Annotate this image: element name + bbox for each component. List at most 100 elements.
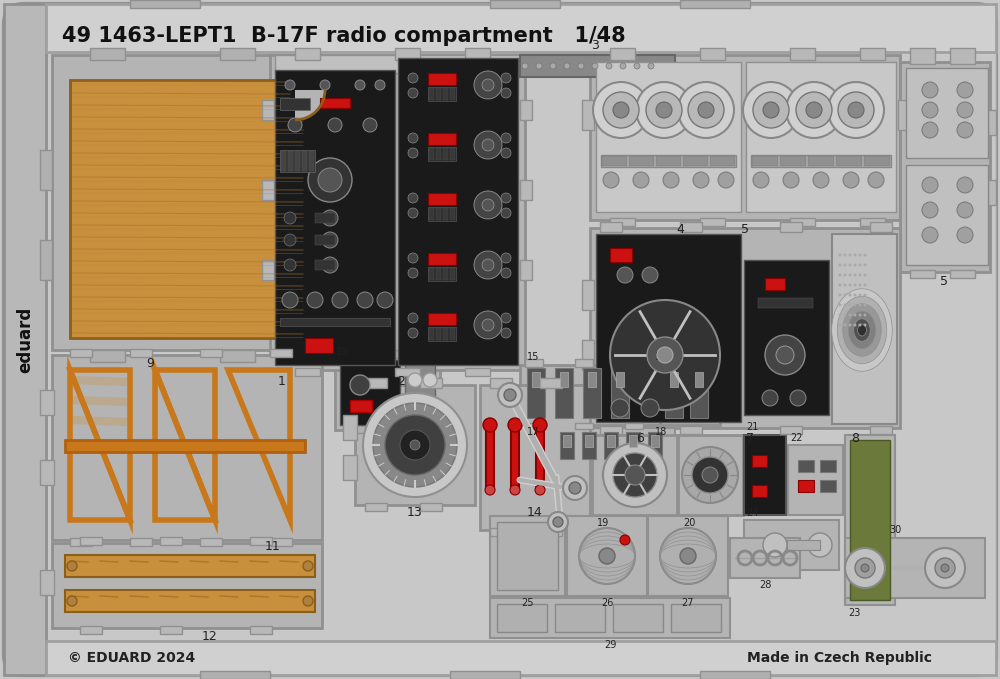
Text: 19: 19 <box>597 518 609 528</box>
Bar <box>780 156 806 166</box>
Circle shape <box>935 558 955 578</box>
Circle shape <box>864 293 866 297</box>
Circle shape <box>753 172 769 188</box>
Bar <box>590 55 900 220</box>
Circle shape <box>848 304 852 306</box>
Bar <box>428 327 456 341</box>
Circle shape <box>617 267 633 283</box>
Circle shape <box>550 63 556 69</box>
Bar <box>602 156 627 166</box>
Ellipse shape <box>858 324 866 336</box>
Bar <box>200 349 222 357</box>
Bar <box>443 328 448 340</box>
Circle shape <box>844 253 846 257</box>
Circle shape <box>925 548 965 588</box>
Bar <box>563 435 571 447</box>
Bar <box>560 372 568 387</box>
Bar <box>660 365 720 425</box>
Circle shape <box>408 193 418 203</box>
Bar <box>350 400 372 412</box>
Circle shape <box>303 596 313 606</box>
Bar <box>490 516 565 596</box>
Bar <box>765 278 785 290</box>
Bar <box>65 440 305 452</box>
Bar <box>798 460 814 472</box>
Circle shape <box>844 284 846 287</box>
Circle shape <box>922 227 938 243</box>
Bar <box>613 604 663 632</box>
Circle shape <box>474 251 502 279</box>
Bar <box>560 432 574 459</box>
Bar <box>343 415 357 440</box>
Bar <box>160 537 182 545</box>
Circle shape <box>373 403 457 487</box>
Circle shape <box>844 323 846 327</box>
Circle shape <box>410 440 420 450</box>
Text: 21: 21 <box>746 422 758 432</box>
Bar <box>428 207 456 221</box>
Bar <box>648 432 662 459</box>
Text: Made in Czech Republic: Made in Czech Republic <box>747 651 932 665</box>
Circle shape <box>322 232 338 248</box>
Bar <box>950 48 975 64</box>
Circle shape <box>483 418 497 432</box>
Bar <box>820 460 836 472</box>
Bar <box>450 88 455 100</box>
Bar <box>395 48 420 60</box>
Bar <box>355 385 475 505</box>
Circle shape <box>838 284 842 287</box>
Bar <box>520 100 532 120</box>
Circle shape <box>284 212 296 224</box>
Circle shape <box>611 399 629 417</box>
Bar <box>130 0 200 8</box>
Bar <box>315 235 335 245</box>
Bar <box>670 372 678 387</box>
Circle shape <box>363 393 467 497</box>
Circle shape <box>510 485 520 495</box>
Circle shape <box>854 263 856 266</box>
Bar <box>270 538 292 546</box>
Bar <box>52 55 322 350</box>
Bar <box>820 480 836 492</box>
Circle shape <box>647 337 683 373</box>
Circle shape <box>864 263 866 266</box>
Bar <box>600 222 622 232</box>
Bar <box>436 88 441 100</box>
Bar <box>40 150 52 190</box>
Bar <box>315 260 335 270</box>
Circle shape <box>806 102 822 118</box>
Circle shape <box>682 447 738 503</box>
Bar <box>40 390 54 415</box>
Bar <box>988 110 996 135</box>
Bar <box>436 208 441 220</box>
Circle shape <box>603 443 667 507</box>
Circle shape <box>377 292 393 308</box>
Text: 49 1463-LEPT1  B-17F radio compartment   1/48: 49 1463-LEPT1 B-17F radio compartment 1/… <box>62 26 626 46</box>
Bar <box>420 503 442 511</box>
Bar <box>348 350 373 358</box>
Bar <box>309 151 314 171</box>
Circle shape <box>501 328 511 338</box>
Bar <box>405 360 435 425</box>
Circle shape <box>838 323 842 327</box>
Bar <box>540 378 562 388</box>
Bar <box>610 48 635 60</box>
Text: 24: 24 <box>746 508 758 518</box>
Bar <box>70 538 92 546</box>
Text: 8: 8 <box>851 432 859 445</box>
Bar <box>555 368 573 418</box>
Ellipse shape <box>832 289 892 371</box>
Bar <box>625 423 643 429</box>
Circle shape <box>501 133 511 143</box>
Circle shape <box>858 253 862 257</box>
Bar <box>808 156 834 166</box>
Circle shape <box>606 63 612 69</box>
Bar <box>420 378 442 388</box>
Circle shape <box>603 92 639 128</box>
Bar <box>490 378 512 388</box>
Bar <box>744 520 839 570</box>
Circle shape <box>957 177 973 193</box>
Bar <box>80 537 102 545</box>
Bar <box>567 516 647 596</box>
Circle shape <box>485 485 495 495</box>
